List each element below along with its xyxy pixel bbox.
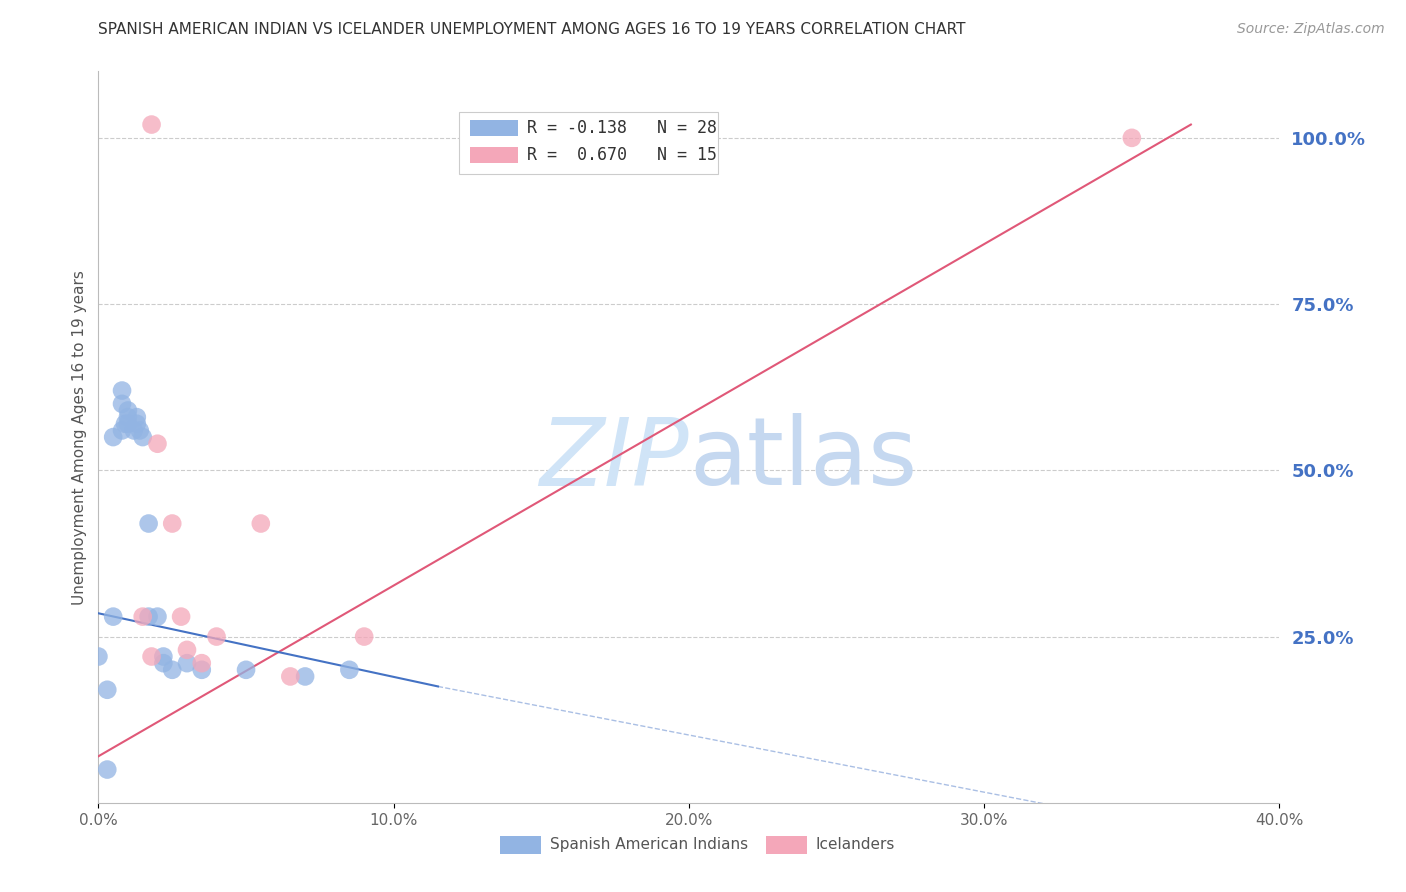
Point [132, 430, 155, 444]
Point [141, 118, 163, 132]
Point [191, 656, 214, 670]
Point [125, 417, 148, 431]
Point [141, 649, 163, 664]
Text: R =  0.670   N = 15: R = 0.670 N = 15 [527, 145, 717, 164]
Point [146, 436, 169, 450]
Point [111, 397, 134, 411]
Text: atlas: atlas [689, 413, 917, 505]
Point [162, 516, 183, 531]
Point [235, 663, 257, 677]
Point [339, 663, 360, 677]
Bar [471, 120, 517, 136]
Text: SPANISH AMERICAN INDIAN VS ICELANDER UNEMPLOYMENT AMONG AGES 16 TO 19 YEARS CORR: SPANISH AMERICAN INDIAN VS ICELANDER UNE… [98, 22, 966, 37]
Text: Spanish American Indians: Spanish American Indians [550, 837, 748, 852]
Point [146, 609, 169, 624]
Point [132, 609, 155, 624]
Point [170, 609, 193, 624]
Point [278, 669, 302, 683]
Point [96, 682, 118, 697]
Bar [501, 836, 541, 854]
Bar [471, 146, 517, 162]
Point [111, 384, 134, 398]
Point [111, 424, 134, 438]
Point [294, 669, 316, 683]
Point [96, 763, 118, 777]
Point [117, 417, 139, 431]
Point [103, 430, 125, 444]
Point [128, 424, 150, 438]
Point [125, 410, 148, 425]
Point [176, 656, 198, 670]
Point [250, 516, 273, 531]
Point [122, 424, 145, 438]
Point [114, 417, 136, 431]
Bar [766, 836, 807, 854]
Point [138, 609, 160, 624]
Text: ZIP: ZIP [540, 414, 689, 505]
Point [205, 630, 228, 644]
Point [176, 643, 198, 657]
Point [191, 663, 214, 677]
Point [117, 410, 139, 425]
Point [152, 656, 174, 670]
Point [87, 649, 110, 664]
Point [1121, 131, 1143, 145]
Point [138, 516, 160, 531]
Point [162, 663, 183, 677]
Y-axis label: Unemployment Among Ages 16 to 19 years: Unemployment Among Ages 16 to 19 years [72, 269, 87, 605]
FancyBboxPatch shape [458, 112, 718, 174]
Text: R = -0.138   N = 28: R = -0.138 N = 28 [527, 119, 717, 136]
Point [353, 630, 375, 644]
Text: Icelanders: Icelanders [815, 837, 894, 852]
Point [103, 609, 125, 624]
Point [152, 649, 174, 664]
Point [117, 403, 139, 417]
Text: Source: ZipAtlas.com: Source: ZipAtlas.com [1237, 22, 1385, 37]
